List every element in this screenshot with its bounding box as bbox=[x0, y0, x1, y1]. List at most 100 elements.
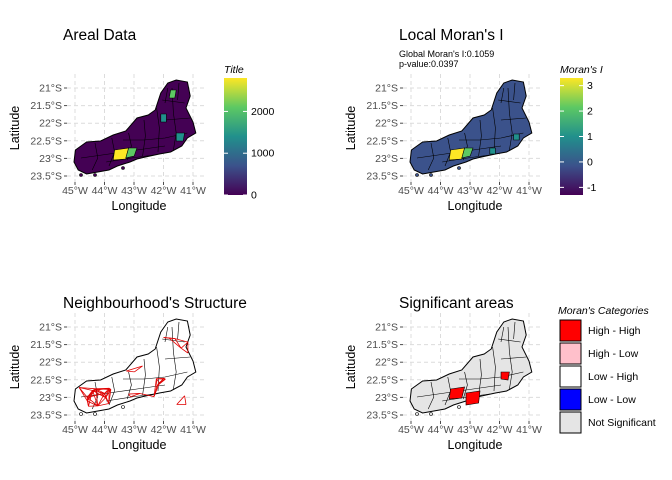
municipality-border bbox=[498, 338, 521, 343]
neighbour-link bbox=[153, 378, 157, 397]
colorbar-tick-label: -1 bbox=[587, 182, 596, 194]
neighbour-link bbox=[176, 395, 185, 405]
y-tick-label: 21°S bbox=[39, 322, 62, 334]
y-tick-label: 22°S bbox=[375, 357, 398, 369]
neighbour-link bbox=[159, 377, 165, 384]
municipality-border bbox=[80, 384, 166, 398]
x-tick-label: 44°W bbox=[428, 185, 454, 197]
x-axis-label: Longitude bbox=[448, 199, 503, 213]
neighbour-link bbox=[153, 382, 160, 397]
municipality-border bbox=[500, 326, 505, 343]
colorbar-tick-label: 1000 bbox=[251, 148, 275, 160]
neighbour-link bbox=[87, 400, 98, 407]
neighbour-link bbox=[128, 393, 140, 395]
legend-label: Low - Low bbox=[588, 394, 636, 406]
island bbox=[415, 173, 419, 177]
mid-moran-area bbox=[489, 147, 496, 155]
x-tick-label: 41°W bbox=[180, 424, 206, 436]
neighbour-link bbox=[95, 388, 106, 399]
x-axis-label: Longitude bbox=[112, 438, 167, 452]
municipality-border bbox=[156, 346, 160, 392]
neighbour-link bbox=[130, 393, 140, 398]
neighbour-link bbox=[104, 393, 110, 404]
high-moran-area bbox=[448, 147, 466, 161]
municipality-border bbox=[500, 117, 527, 121]
municipality-border bbox=[164, 117, 191, 121]
panel-neigh: Neighbourhood's Structure 45°W 44°W 43°W 42°… bbox=[8, 295, 247, 452]
panel-title: Significant areas bbox=[399, 295, 514, 312]
x-tick-label: 42°W bbox=[487, 185, 513, 197]
x-tick-label: 45°W bbox=[62, 185, 88, 197]
x-tick-label: 44°W bbox=[92, 185, 118, 197]
y-tick-label: 23°S bbox=[375, 153, 398, 165]
mid-moran-area bbox=[513, 133, 520, 141]
legend-swatch bbox=[559, 411, 582, 434]
y-tick-label: 22.5°S bbox=[366, 374, 398, 386]
neighbour-link bbox=[134, 365, 143, 373]
municipality-border bbox=[91, 381, 99, 410]
y-axis-label: Latitude bbox=[344, 345, 358, 390]
mid-value-area bbox=[175, 132, 185, 142]
municipality-border bbox=[164, 326, 169, 343]
municipality-border bbox=[91, 142, 99, 171]
municipality-border bbox=[492, 346, 496, 392]
y-tick-label: 21.5°S bbox=[366, 339, 398, 351]
panel-areal: Areal Data 45°W 44°W 43°W 42°W 41°W 21°S 21.5°S… bbox=[8, 27, 275, 213]
x-tick-label: 44°W bbox=[428, 424, 454, 436]
legend-label: High - High bbox=[588, 325, 641, 337]
municipality-border bbox=[106, 154, 154, 163]
municipality-border bbox=[427, 142, 435, 171]
legend-swatch bbox=[559, 388, 582, 411]
neighbour-link bbox=[180, 347, 189, 354]
panel-title: Neighbourhood's Structure bbox=[63, 295, 247, 312]
mid-value-area bbox=[125, 147, 138, 159]
legend-label: High - Low bbox=[588, 348, 639, 360]
municipality-border bbox=[492, 107, 496, 153]
panel-subtitle: p-value:0.0397 bbox=[399, 59, 459, 69]
neighbour-link bbox=[97, 403, 109, 407]
island bbox=[457, 166, 461, 170]
municipality-border bbox=[162, 338, 185, 343]
panel-title: Local Moran's I bbox=[399, 27, 504, 44]
municipality-border bbox=[507, 87, 513, 151]
y-tick-label: 23°S bbox=[39, 153, 62, 165]
municipality-border bbox=[156, 107, 160, 153]
y-axis-label: Latitude bbox=[344, 106, 358, 151]
region-polygons bbox=[73, 79, 197, 175]
panel-signif: Significant areas 45°W 44°W 43°W 42°W 41°W 21°… bbox=[344, 295, 656, 452]
municipality-border bbox=[162, 99, 185, 104]
region-polygons bbox=[409, 318, 533, 414]
neighbour-link bbox=[126, 365, 143, 372]
region-polygons bbox=[73, 318, 197, 414]
island bbox=[429, 173, 433, 177]
y-tick-label: 23.5°S bbox=[366, 410, 398, 422]
legend-swatch bbox=[559, 342, 582, 365]
island bbox=[93, 173, 97, 177]
x-axis-label: Longitude bbox=[112, 199, 167, 213]
neighbour-link bbox=[78, 387, 88, 402]
island bbox=[121, 166, 125, 170]
neighbour-link bbox=[168, 337, 176, 340]
neighbour-link bbox=[184, 395, 187, 405]
neighbour-link bbox=[97, 397, 106, 407]
neighbour-link bbox=[156, 377, 165, 380]
municipality-border bbox=[462, 371, 468, 400]
municipality-border bbox=[171, 326, 177, 390]
y-tick-label: 21.5°S bbox=[366, 100, 398, 112]
panel-moran: Local Moran's I Global Moran's I:0.1059p-… bbox=[344, 27, 603, 213]
colorbar-tick-label: 0 bbox=[587, 156, 593, 168]
neighbour-link bbox=[180, 341, 189, 349]
neighbour-link bbox=[104, 388, 110, 394]
municipality-border bbox=[498, 99, 521, 104]
y-tick-label: 23.5°S bbox=[366, 171, 398, 183]
neighbour-link bbox=[168, 337, 182, 349]
y-tick-label: 22.5°S bbox=[366, 135, 398, 147]
y-tick-label: 23.5°S bbox=[30, 410, 62, 422]
x-tick-label: 42°W bbox=[151, 185, 177, 197]
x-tick-label: 45°W bbox=[62, 424, 88, 436]
municipality-border bbox=[177, 321, 180, 340]
island bbox=[415, 412, 419, 416]
x-tick-label: 43°W bbox=[457, 185, 483, 197]
municipality-border bbox=[459, 371, 524, 380]
